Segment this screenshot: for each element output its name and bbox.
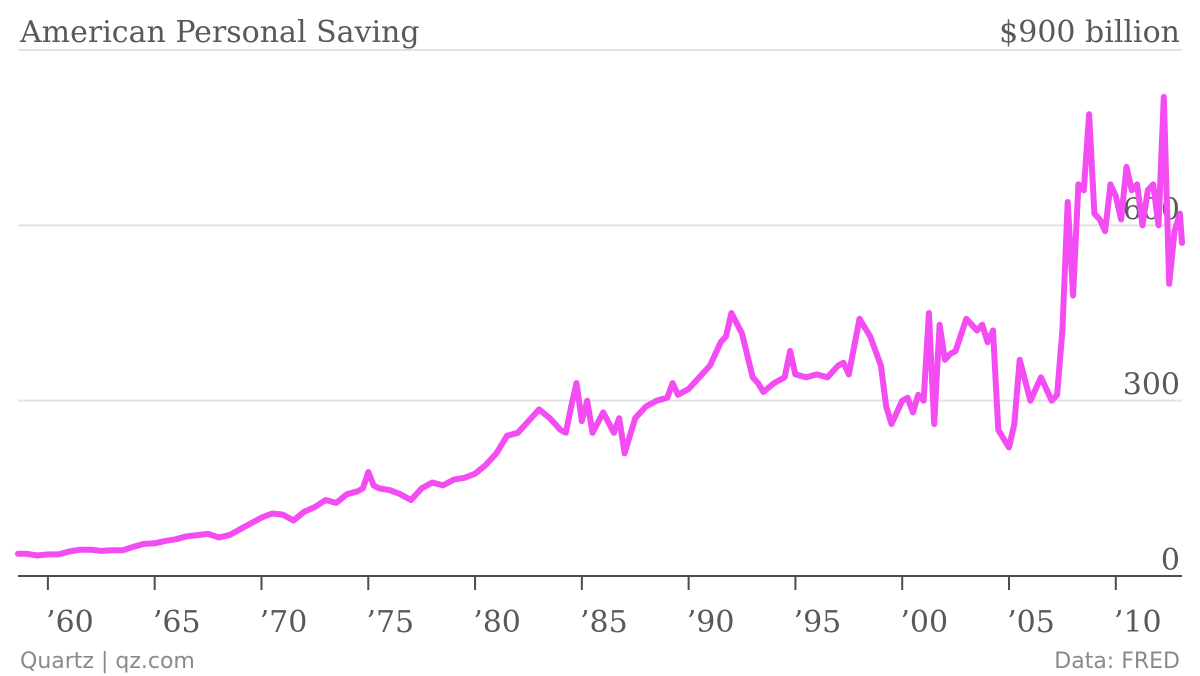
- x-tick-label-1980: ’80: [473, 605, 521, 640]
- x-tick-label-2005: ’05: [1007, 605, 1055, 640]
- x-tick-label-1965: ’65: [153, 605, 201, 640]
- y-tick-label-300: 300: [1123, 368, 1180, 403]
- y-tick-label-0: 0: [1161, 543, 1180, 578]
- x-ticks: ’60 ’65 ’70 ’75 ’80 ’85 ’90 ’95 ’00 ’05 ’10: [46, 576, 1162, 640]
- y-tick-label-600: 600: [1123, 192, 1180, 227]
- chart-title: American Personal Saving: [19, 15, 420, 50]
- x-tick-label-1995: ’95: [794, 605, 842, 640]
- x-tick-label-1960: ’60: [46, 605, 94, 640]
- x-tick-label-2010: ’10: [1114, 605, 1162, 640]
- series: [15, 93, 1185, 559]
- x-tick-label-1990: ’90: [687, 605, 735, 640]
- y-unit-label: $900 billion: [999, 15, 1180, 50]
- y-tick-labels: 0 300 600: [1123, 192, 1180, 578]
- series-line-0: [15, 93, 1185, 559]
- gridlines: [18, 49, 1182, 402]
- x-tick-label-2000: ’00: [900, 605, 948, 640]
- footer-source-left: Quartz | qz.com: [20, 649, 195, 674]
- x-tick-label-1985: ’85: [580, 605, 628, 640]
- x-tick-label-1970: ’70: [260, 605, 308, 640]
- footer-source-right: Data: FRED: [1054, 649, 1180, 674]
- x-tick-label-1975: ’75: [366, 605, 414, 640]
